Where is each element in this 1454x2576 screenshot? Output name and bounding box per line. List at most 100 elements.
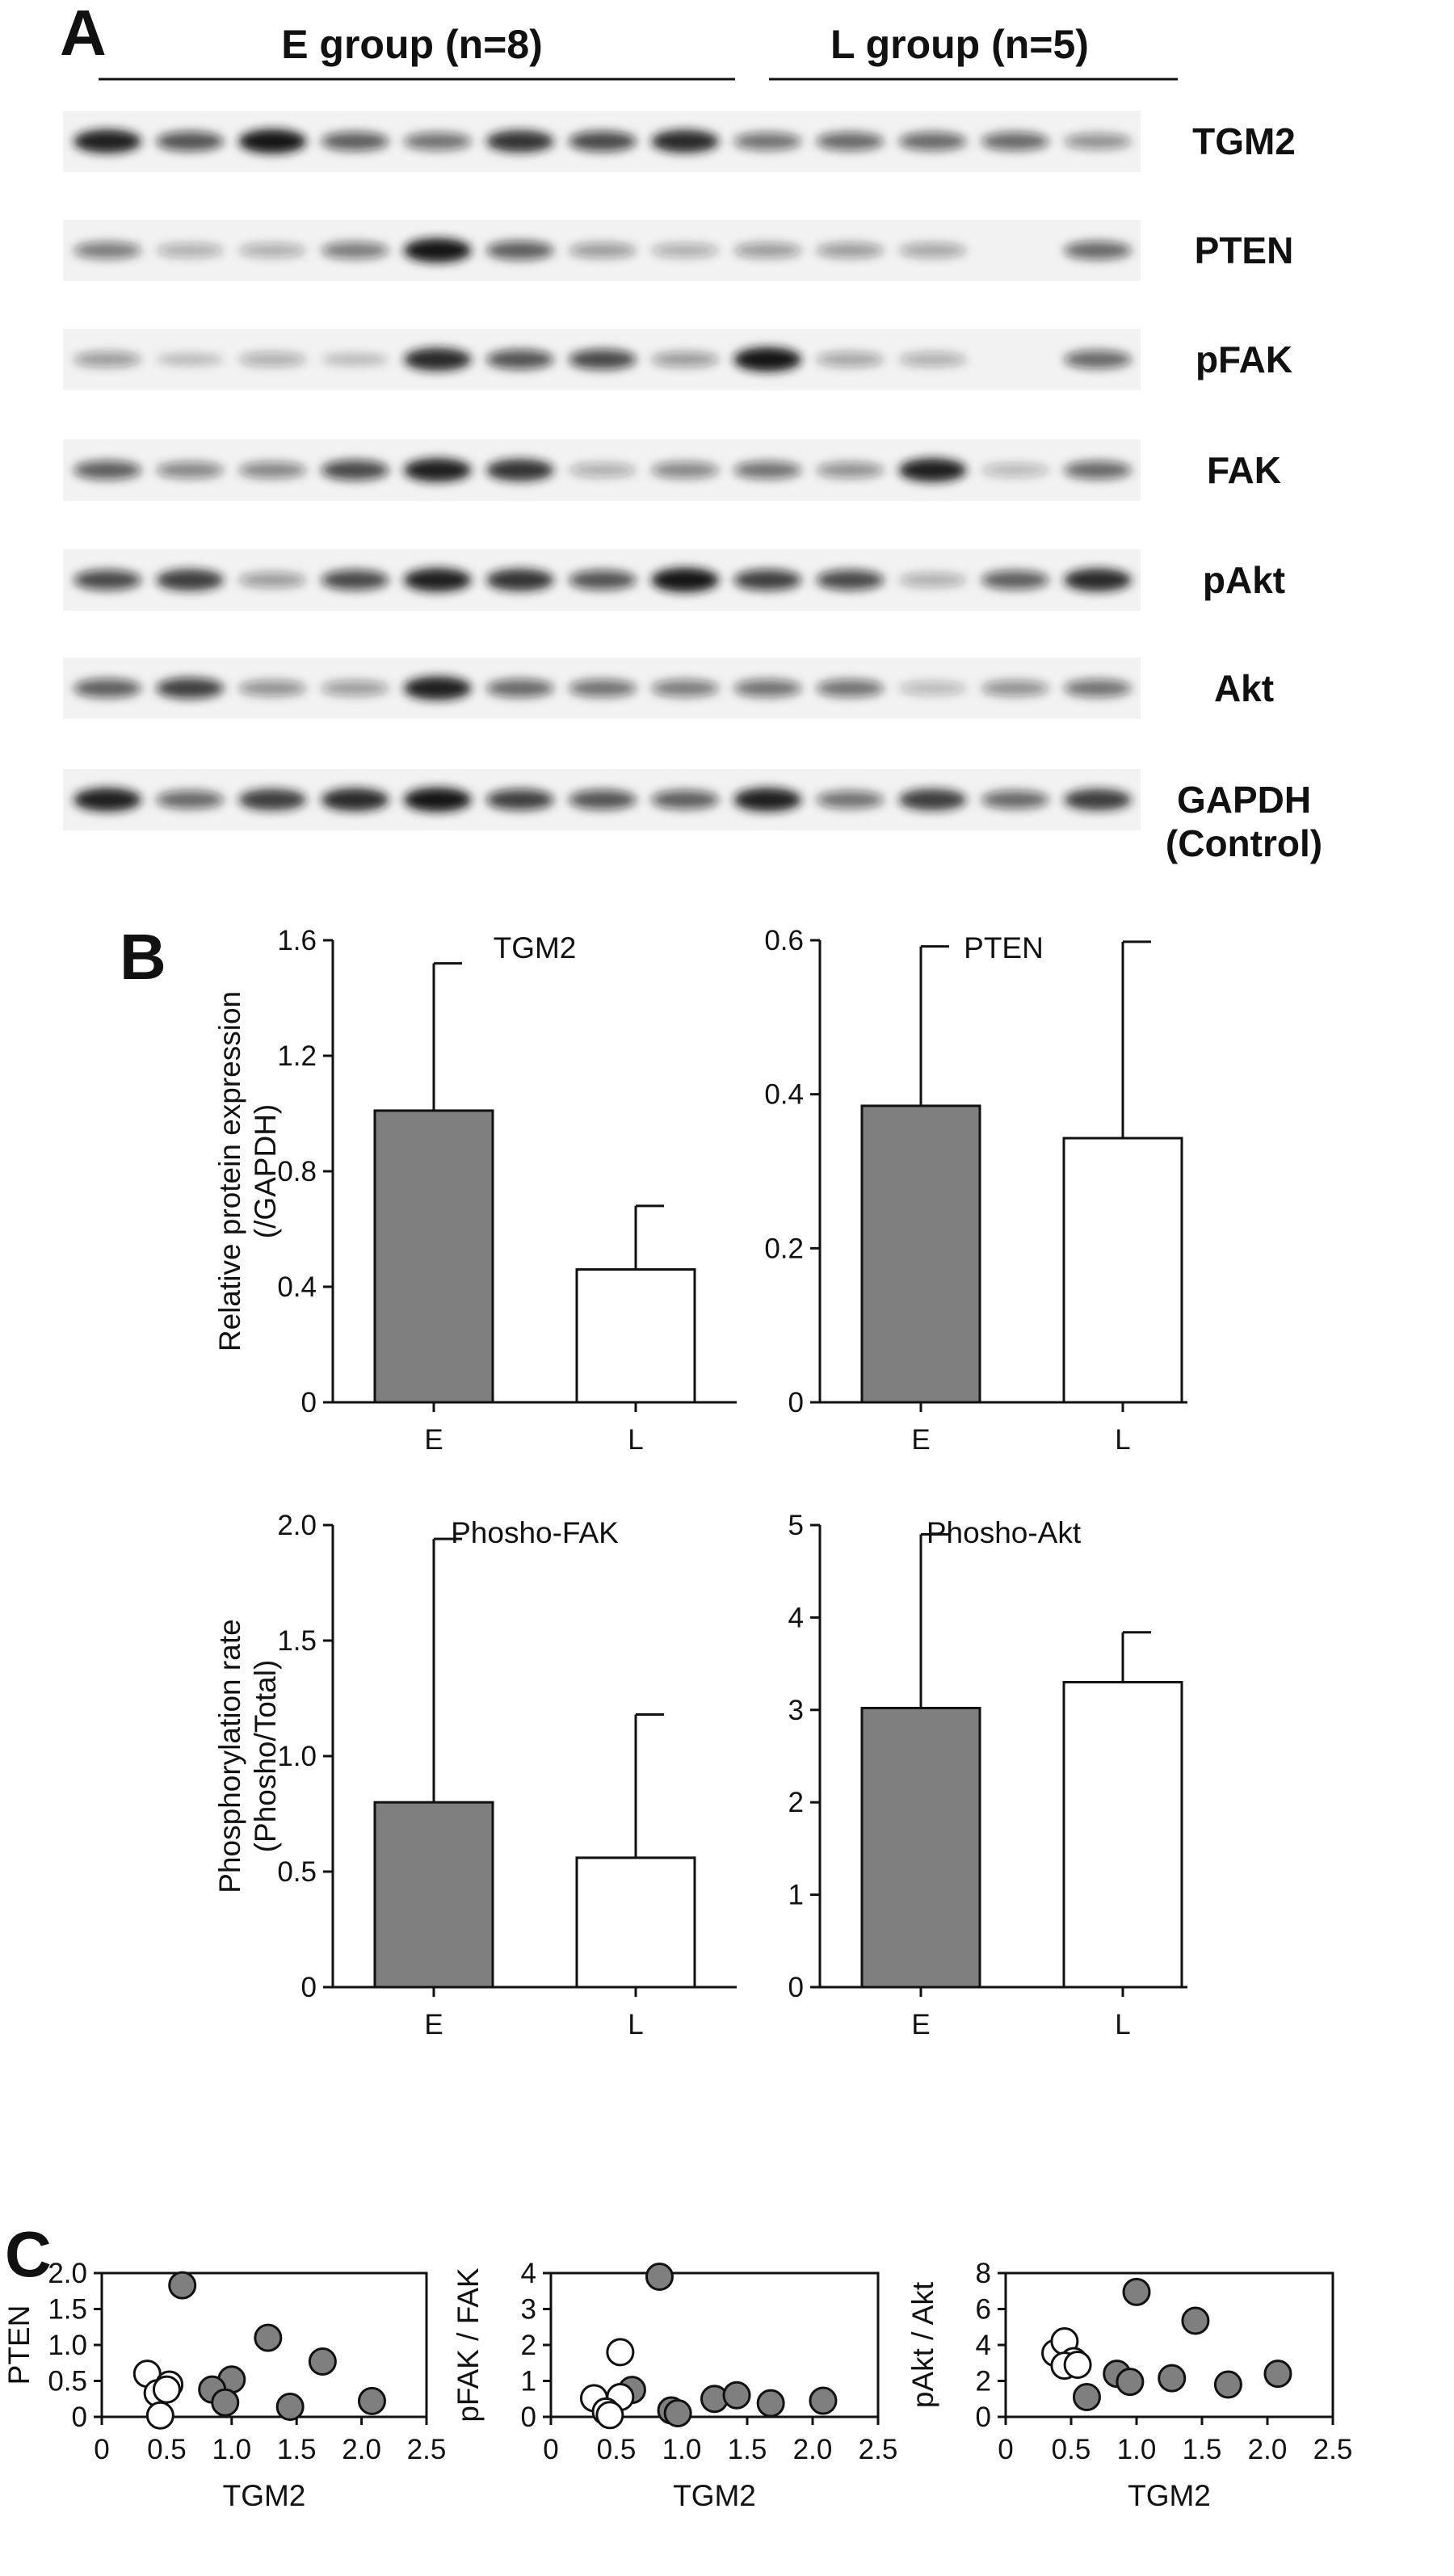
pfak-fak-scatter-x-tick-label: 1.0: [662, 2434, 702, 2465]
band-gapdh-lane-11: [898, 788, 967, 811]
band-pten-lane-9: [733, 242, 802, 258]
pfak-fak-scatter-point-l: [606, 2338, 635, 2367]
band-fak-lane-12: [981, 463, 1049, 477]
band-fak-lane-13: [1064, 460, 1132, 480]
panel-c: C 0 0.5 1.0 1.5 2.0 2.500.51.01.52.0TGM2PTEN …: [2, 2218, 1352, 2512]
blot-label-pten: PTEN: [1195, 229, 1294, 271]
band-akt-lane-5: [403, 676, 472, 700]
pakt-akt-scatter-y-tick-label: 6: [976, 2294, 991, 2326]
phosho-fak-y-axis-title-line-2: (Phosho/Total): [249, 1660, 282, 1853]
blot-label-fak: FAK: [1207, 449, 1281, 491]
phosho-fak-x-label-e: E: [424, 2009, 443, 2040]
band-fak-lane-10: [816, 462, 885, 478]
band-pakt-lane-3: [238, 572, 307, 588]
band-pten-lane-13: [1064, 241, 1132, 260]
pten-y-tick-label: 0.4: [764, 1079, 804, 1111]
pten-y-tick-label: 0: [788, 1387, 804, 1418]
band-pakt-lane-7: [569, 569, 637, 590]
band-gapdh-lane-8: [651, 790, 720, 809]
band-akt-lane-8: [651, 679, 720, 697]
pakt-akt-scatter-x-tick-label: 1.0: [1117, 2434, 1157, 2465]
band-pakt-lane-8: [651, 568, 720, 592]
pakt-akt-scatter-x-tick-label: 2.0: [1248, 2434, 1288, 2465]
pfak-fak-scatter-x-tick-label: 2.5: [859, 2434, 898, 2465]
phosho-fak-title: Phosho-FAK: [451, 1516, 619, 1549]
tgm2-y-tick-label: 0: [301, 1387, 317, 1418]
pfak-fak-scatter-y-tick-label: 4: [521, 2258, 536, 2289]
pakt-akt-scatter-point-e: [1116, 2368, 1145, 2397]
pten-scatter-y-axis-title: PTEN: [2, 2305, 36, 2385]
l-group-label: L group (n=5): [830, 22, 1089, 67]
panel-c-letter: C: [5, 2218, 52, 2290]
pakt-akt-scatter-x-tick-label: 2.5: [1313, 2434, 1353, 2465]
phosho-akt-bar-l: [1062, 1680, 1183, 1989]
pakt-akt-scatter-x-tick-label: 0.5: [1052, 2434, 1091, 2465]
band-pten-lane-1: [74, 242, 141, 259]
band-gapdh-lane-2: [156, 790, 225, 809]
scatter-pfak-vs-tgm2: 0 0.5 1.0 1.5 2.0 2.5 0 1 2 3 4 TGM2 pFAK / FAK: [452, 2258, 897, 2512]
pfak-fak-scatter-x-tick-label: 1.5: [728, 2434, 767, 2465]
band-fak-lane-6: [485, 459, 554, 481]
band-akt-lane-11: [898, 681, 967, 695]
band-pten-lane-6: [485, 241, 554, 260]
phosho-akt-bar-e: [860, 1707, 981, 1989]
pten-scatter-x-tick-label: 0: [94, 2434, 109, 2465]
band-pakt-lane-12: [981, 570, 1049, 590]
band-tgm2-lane-12: [981, 132, 1049, 151]
pten-scatter-point-l: [152, 2375, 181, 2404]
band-tgm2-lane-8: [651, 129, 720, 153]
pakt-akt-scatter-y-tick-label: 2: [976, 2366, 991, 2397]
band-pakt-lane-9: [733, 569, 802, 590]
blot-label-tgm2: TGM2: [1192, 120, 1296, 162]
phosho-akt-y-tick-label: 4: [788, 1602, 804, 1633]
pten-scatter-x-tick-label: 2.5: [407, 2434, 447, 2465]
pten-y-tick-label: 0.6: [764, 925, 804, 956]
pakt-akt-scatter-point-e: [1263, 2360, 1292, 2389]
phosho-akt-y-tick-label: 3: [788, 1695, 804, 1726]
pakt-akt-scatter-point-l: [1063, 2350, 1092, 2379]
blot-label-pfak: pFAK: [1196, 338, 1292, 380]
band-fak-lane-7: [569, 463, 637, 477]
band-pfak-lane-1: [74, 351, 141, 368]
band-tgm2-lane-4: [321, 132, 389, 151]
scatter-pakt-vs-tgm2: 0 0.5 1.0 1.5 2.0 2.5 0 2 4 6 8 TGM2 pAkt / Akt: [906, 2258, 1352, 2512]
tgm2-y-tick-label: 0.8: [277, 1156, 317, 1187]
phosho-akt-x-label-l: L: [1115, 2009, 1130, 2040]
band-pakt-lane-5: [403, 568, 472, 592]
band-fak-lane-3: [238, 461, 307, 479]
pten-x-label-e: E: [911, 1424, 930, 1456]
phosho-akt-x-label-e: E: [911, 2009, 930, 2040]
phosho-akt-y-tick-label: 2: [788, 1787, 804, 1818]
band-akt-lane-1: [74, 679, 141, 698]
phosho-akt-y-tick-label: 0: [788, 1972, 804, 2003]
band-akt-lane-13: [1064, 679, 1132, 697]
pakt-akt-scatter-y-tick-label: 0: [976, 2402, 991, 2433]
band-akt-lane-3: [238, 680, 307, 696]
band-gapdh-lane-7: [569, 789, 637, 810]
band-fak-lane-5: [403, 458, 472, 482]
pten-scatter-point-e: [254, 2323, 283, 2352]
phosho-fak-y-tick-label: 0: [301, 1972, 317, 2003]
band-pakt-lane-6: [485, 569, 554, 591]
band-fak-lane-1: [74, 460, 141, 480]
band-pakt-lane-4: [321, 569, 389, 590]
pfak-fak-scatter-point-l: [595, 2401, 624, 2430]
panel-b: B TGM2 0 0.4 0.8 1.2 1.6 Relative protein expr…: [120, 921, 1187, 2040]
pakt-akt-scatter-point-e: [1213, 2370, 1242, 2399]
band-pfak-lane-9: [733, 347, 802, 372]
pakt-akt-scatter-y-tick-label: 8: [976, 2258, 991, 2289]
band-gapdh-lane-6: [485, 789, 554, 810]
band-fak-lane-11: [898, 458, 967, 482]
pfak-fak-scatter-x-tick-label: 2.0: [793, 2434, 833, 2465]
bar-chart-phospho-akt: Phosho-Akt 0 1 2 3 4 5 E L: [788, 1510, 1187, 2040]
pten-scatter-y-tick-label: 0: [72, 2402, 87, 2433]
band-tgm2-lane-2: [156, 131, 225, 152]
pfak-fak-scatter-point-e: [809, 2386, 838, 2415]
band-fak-lane-9: [733, 461, 802, 479]
band-gapdh-lane-4: [321, 788, 389, 812]
band-tgm2-lane-11: [898, 132, 967, 151]
e-group-label: E group (n=8): [281, 22, 543, 67]
band-pakt-lane-13: [1064, 568, 1132, 592]
bar-chart-pten: PTEN 0 0.2 0.4 0.6 E L: [764, 925, 1187, 1456]
